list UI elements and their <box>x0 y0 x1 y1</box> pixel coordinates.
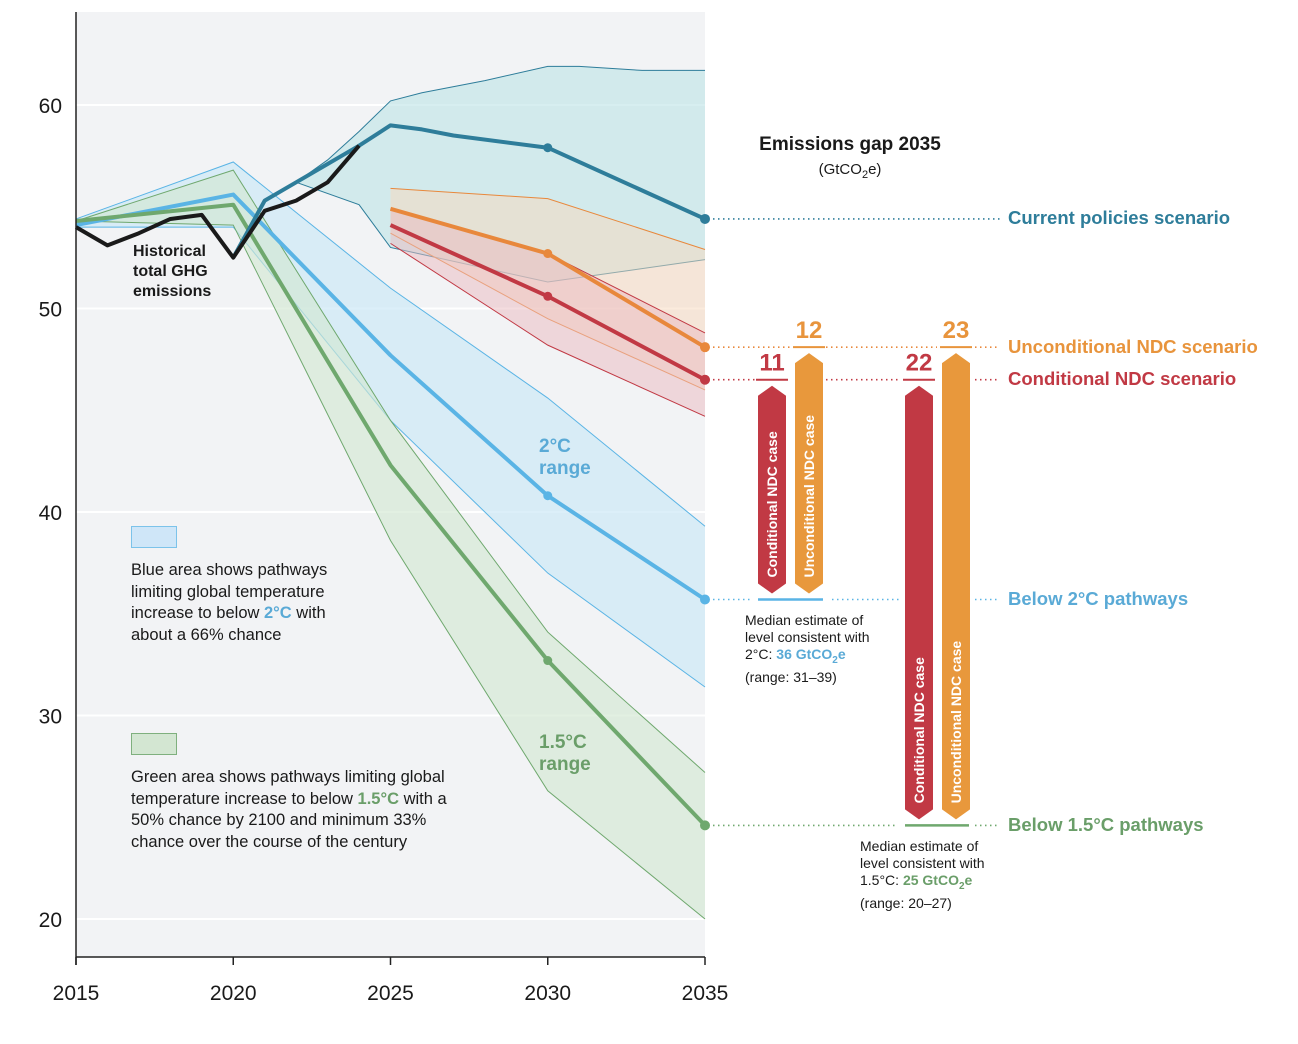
current-point <box>700 213 710 224</box>
historical-label: total GHG <box>133 263 208 280</box>
unconditional-band-upper-edge <box>390 187 706 250</box>
median-range: (range: 20–27) <box>860 894 952 911</box>
median-value: 25 GtCO2e <box>902 872 973 892</box>
median-note-value-line: 1.5°C: 25 GtCO2e <box>860 872 985 895</box>
historical-line <box>74 144 361 260</box>
median-note-line: Median estimate of <box>745 612 864 628</box>
label-unconditional-ndc: Unconditional NDC scenario <box>1008 336 1258 357</box>
gap-panel-unit: (GtCO2e) <box>700 161 1000 181</box>
legend-swatch-blue <box>131 526 177 548</box>
legend-text-blue: Blue area shows pathways limiting global… <box>131 560 371 646</box>
one_five_c-line <box>75 202 707 827</box>
leader-lines <box>713 218 1000 827</box>
y-tick-label: 20 <box>39 909 62 932</box>
gap-value-label: 12 <box>796 317 823 344</box>
gap-value-label: 23 <box>943 317 970 344</box>
legend-text-green: Green area shows pathways limiting globa… <box>131 767 453 853</box>
gap-value-label: 22 <box>906 350 933 377</box>
gap-bar-label: Conditional NDC case <box>764 431 780 577</box>
current-band-upper-edge <box>264 65 705 202</box>
two_c-line <box>75 192 707 602</box>
range-bands <box>75 65 706 920</box>
median-value-suffix: e <box>964 872 973 888</box>
legend-text: Blue area shows pathways limiting global… <box>131 561 328 622</box>
x-tick-label: 2035 <box>682 982 729 1005</box>
median-range: (range: 31–39) <box>745 668 837 685</box>
median-value: 36 GtCO2e <box>776 646 846 666</box>
legend-highlight: 2°C <box>264 604 292 622</box>
median-note-value-line: 2°C: 36 GtCO2e <box>745 646 870 669</box>
gap-bar <box>942 353 970 820</box>
two-c-range-label: range <box>539 458 591 479</box>
one-five-c-range-label: range <box>539 754 591 775</box>
median-note-2c: Median estimate of level consistent with… <box>745 612 870 686</box>
one-five-c-range-label: 1.5°C <box>539 732 587 753</box>
label-conditional-ndc: Conditional NDC scenario <box>1008 368 1237 389</box>
y-tick-label: 40 <box>39 502 62 525</box>
legend-text: with a 50% chance by 2100 and minimum 33… <box>131 789 447 851</box>
median-value-suffix: e <box>837 646 846 662</box>
two_c-band <box>76 161 705 688</box>
median-prefix: 2°C: <box>745 646 777 662</box>
median-note-line: level consistent with <box>745 629 870 645</box>
conditional-point <box>543 291 553 301</box>
one_five_c-band-upper-edge <box>75 169 706 773</box>
unit-sub: 2 <box>861 169 869 181</box>
gap-bar-label: Unconditional NDC case <box>948 641 964 804</box>
gap-bar-label: Conditional NDC case <box>911 657 927 803</box>
label-below-1-5c: Below 1.5°C pathways <box>1008 814 1204 835</box>
median-note-line: level consistent with <box>860 855 985 871</box>
median-note-line: Median estimate of <box>860 838 979 854</box>
legend-text: with about a 66% chance <box>131 604 326 644</box>
gap-bar <box>795 353 823 594</box>
legend-swatch-green <box>131 733 177 755</box>
label-below-2c: Below 2°C pathways <box>1008 588 1189 609</box>
conditional-point <box>700 374 710 385</box>
median-value-text: 36 GtCO <box>776 646 833 662</box>
one_five_c-point <box>700 820 710 831</box>
series-lines <box>74 123 710 831</box>
median-value-sub: 2 <box>832 654 838 666</box>
gap-bars: 11 Conditional NDC case 12 Unconditional ND… <box>756 317 972 820</box>
median-prefix: 1.5°C: <box>860 872 903 888</box>
one_five_c-band-lower-edge <box>75 220 706 920</box>
one_five_c-point <box>543 656 553 666</box>
two_c-point <box>700 594 710 605</box>
x-tick-label: 2020 <box>210 982 257 1005</box>
gap-value-label: 11 <box>759 350 784 377</box>
x-tick-label: 2015 <box>53 982 100 1005</box>
current-point <box>543 143 553 153</box>
x-tick-label: 2025 <box>367 982 414 1005</box>
unconditional-point <box>543 249 553 259</box>
y-tick-label: 30 <box>39 706 62 729</box>
two-c-range-label: 2°C <box>539 436 571 457</box>
y-tick-label: 60 <box>39 95 62 118</box>
legend-highlight: 1.5°C <box>357 789 399 808</box>
x-tick-label: 2030 <box>524 982 571 1005</box>
historical-label: Historical <box>133 243 206 260</box>
median-value-text: 25 GtCO <box>902 872 959 888</box>
historical-label: emissions <box>133 283 211 300</box>
two_c-band-upper-edge <box>75 161 706 527</box>
unconditional-point <box>700 342 710 353</box>
gap-bar <box>758 385 786 594</box>
unit-prefix: (GtCO <box>818 161 862 178</box>
two_c-point <box>543 491 553 501</box>
conditional-band-lower-edge <box>390 242 706 417</box>
gap-bar-label: Unconditional NDC case <box>801 415 817 578</box>
current-line <box>231 123 706 259</box>
legend-text: Green area shows pathways limiting globa… <box>131 768 445 808</box>
label-current-policies: Current policies scenario <box>1008 207 1231 228</box>
median-value-sub: 2 <box>958 880 965 892</box>
unit-suffix: e) <box>868 161 882 178</box>
median-note-1-5c: Median estimate of level consistent with… <box>860 838 985 912</box>
gap-panel-title: Emissions gap 2035 <box>759 134 941 155</box>
gap-bar <box>905 385 933 820</box>
y-tick-label: 50 <box>39 299 62 322</box>
one_five_c-band <box>76 170 705 919</box>
